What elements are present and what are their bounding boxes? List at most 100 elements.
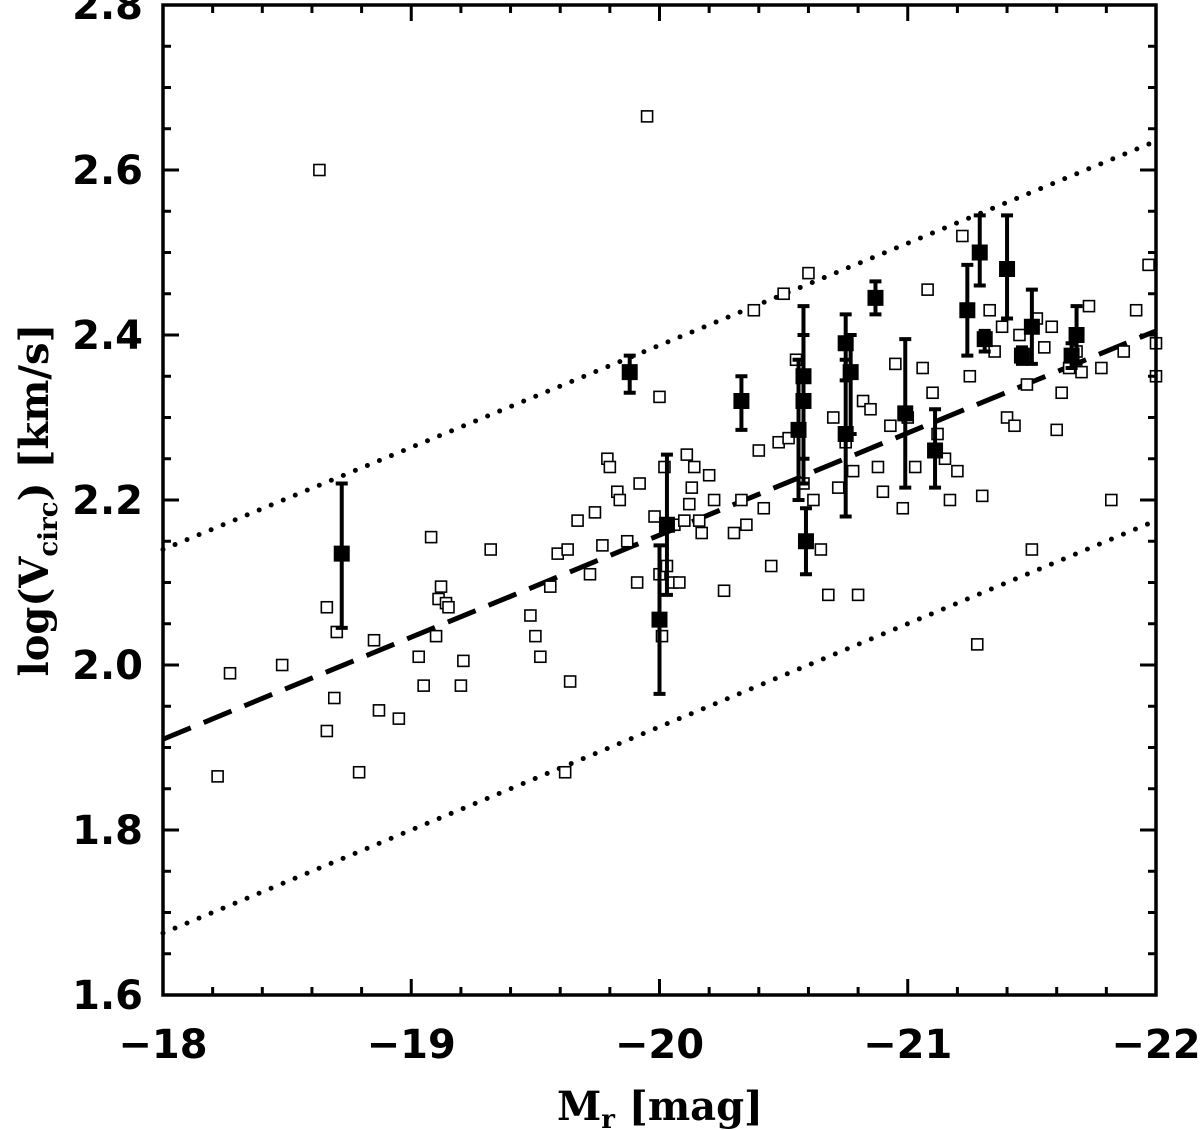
- open-square-point: [1075, 365, 1088, 379]
- axis-ticks: [161, 3, 1158, 997]
- open-square-point: [685, 481, 699, 494]
- open-square-point: [524, 609, 537, 622]
- open-square-point: [727, 526, 741, 540]
- x-tick-label: −20: [615, 1022, 704, 1068]
- open-square-point: [995, 320, 1009, 334]
- open-square-point: [1025, 543, 1039, 556]
- open-square-point: [777, 287, 790, 301]
- y-tick-label: 2.0: [72, 643, 143, 689]
- open-square-point: [1020, 378, 1034, 391]
- open-square-point: [707, 493, 721, 507]
- open-square-point: [926, 386, 939, 400]
- open-square-point: [687, 460, 701, 474]
- open-square-point: [1117, 345, 1131, 358]
- open-square-point: [1142, 258, 1155, 272]
- filled-square-point: [1013, 347, 1030, 364]
- filled-square-point: [658, 516, 675, 533]
- open-square-point: [429, 629, 443, 643]
- open-square-point: [352, 765, 366, 779]
- reference-lines: [160, 138, 1159, 936]
- open-square-point: [543, 580, 557, 593]
- open-square-point: [633, 477, 646, 490]
- open-square-point: [896, 501, 910, 515]
- open-square-point: [588, 506, 602, 519]
- open-square-point: [211, 770, 224, 783]
- open-square-point: [1055, 386, 1068, 400]
- open-square-point: [372, 704, 386, 717]
- x-tick-label: −21: [863, 1022, 952, 1068]
- y-tick-label: 2.8: [72, 0, 143, 29]
- open-square-point: [889, 357, 902, 371]
- filled-square-point: [795, 393, 812, 409]
- open-square-point: [678, 514, 691, 527]
- x-tick-label: −19: [367, 1022, 456, 1068]
- open-square-point: [1082, 299, 1096, 313]
- open-square-point: [442, 600, 455, 614]
- open-square-point: [1129, 303, 1143, 317]
- open-square-point: [831, 481, 845, 494]
- open-square-point: [747, 303, 761, 317]
- open-square-point: [563, 675, 577, 688]
- open-square-point: [1037, 341, 1051, 354]
- filled-square-point: [621, 364, 638, 381]
- open-square-point: [561, 543, 574, 556]
- x-axis-title: Mr [mag]: [557, 1083, 763, 1130]
- open-square-point: [938, 452, 952, 466]
- x-tick-label: −18: [118, 1022, 207, 1068]
- bound-line-dotted-1: [160, 138, 1159, 552]
- open-square-point: [876, 485, 890, 499]
- open-square-point: [680, 448, 694, 461]
- filled-square-point: [927, 442, 944, 459]
- open-square-point: [764, 559, 778, 573]
- open-square-point: [392, 712, 406, 725]
- open-square-point: [454, 679, 468, 692]
- filled-square-point: [797, 533, 814, 550]
- y-tick-label: 2.2: [72, 478, 143, 524]
- open-square-point: [695, 526, 709, 540]
- open-square-point: [856, 394, 870, 408]
- tick-labels: −18 −19 −20 −21 −22 1.6 1.8 2.0 2.2 2.4 2.6 2.8: [72, 0, 1200, 1068]
- open-square-point: [417, 679, 430, 692]
- open-square-point: [988, 345, 1001, 358]
- open-square-point: [752, 444, 766, 457]
- y-tick-label: 1.6: [72, 973, 143, 1019]
- open-square-point: [975, 489, 989, 503]
- open-square-point: [571, 514, 584, 527]
- open-square-point: [1045, 320, 1059, 334]
- open-square-point: [630, 576, 644, 589]
- y-tick-label: 1.8: [72, 808, 143, 854]
- open-square-point: [692, 514, 706, 527]
- open-square-point: [648, 510, 661, 523]
- filled-square-point: [867, 289, 884, 306]
- open-square-point: [558, 765, 572, 779]
- open-square-point: [620, 534, 634, 548]
- open-square-point: [313, 163, 326, 177]
- open-square-point: [963, 369, 977, 383]
- open-square-point: [327, 691, 341, 705]
- open-square-point: [412, 650, 425, 664]
- open-square-point: [434, 580, 448, 593]
- open-square-point: [1050, 423, 1063, 437]
- filled-square-point: [1068, 327, 1085, 343]
- open-square-point: [931, 427, 944, 441]
- open-square-point: [529, 629, 542, 643]
- open-square-point: [320, 724, 334, 738]
- open-square-point: [1008, 419, 1021, 433]
- filled-square-series: [333, 213, 1085, 696]
- open-square-point: [814, 543, 828, 556]
- open-square-point: [884, 419, 897, 433]
- filled-square-point: [1023, 318, 1040, 335]
- open-square-point: [782, 431, 795, 445]
- open-square-point: [757, 501, 771, 515]
- x-tick-label: −22: [1111, 1022, 1200, 1068]
- open-square-point: [970, 638, 984, 651]
- open-square-point: [1013, 328, 1026, 342]
- open-square-point: [717, 584, 731, 598]
- open-square-point: [916, 361, 929, 375]
- open-square-point: [846, 464, 860, 478]
- open-square-point: [851, 588, 865, 602]
- open-square-point: [655, 629, 669, 643]
- open-square-point: [822, 588, 835, 602]
- open-square-point: [673, 576, 686, 589]
